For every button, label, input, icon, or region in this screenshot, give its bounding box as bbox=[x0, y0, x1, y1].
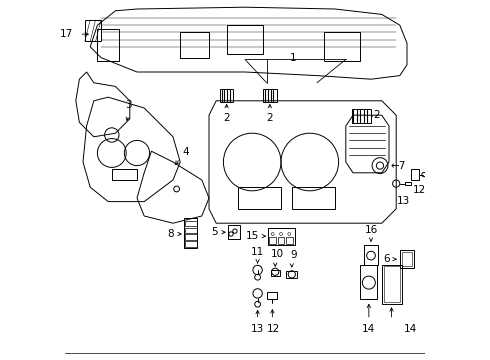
Bar bbox=[185, 234, 197, 240]
Text: 11: 11 bbox=[251, 247, 264, 257]
Text: 13: 13 bbox=[251, 324, 264, 334]
Text: 2: 2 bbox=[267, 113, 273, 123]
Bar bbox=[360, 265, 377, 299]
Text: 4: 4 bbox=[182, 147, 189, 157]
Bar bbox=[324, 32, 360, 61]
Text: 1: 1 bbox=[290, 53, 297, 63]
Bar bbox=[98, 29, 119, 61]
Bar bbox=[238, 187, 281, 209]
Bar bbox=[227, 25, 263, 54]
Bar bbox=[270, 237, 276, 244]
Bar bbox=[292, 187, 335, 209]
Bar bbox=[263, 89, 277, 102]
Text: 12: 12 bbox=[413, 185, 426, 195]
Text: 10: 10 bbox=[271, 249, 284, 259]
Text: 5: 5 bbox=[211, 227, 218, 237]
Bar bbox=[364, 245, 378, 265]
Bar bbox=[411, 169, 418, 180]
Bar bbox=[185, 221, 197, 226]
Bar bbox=[400, 250, 414, 268]
Text: 8: 8 bbox=[167, 229, 174, 239]
Bar bbox=[185, 228, 197, 233]
Bar bbox=[278, 237, 284, 244]
Bar bbox=[268, 292, 277, 299]
Bar bbox=[85, 20, 101, 41]
Bar bbox=[286, 271, 297, 278]
Text: 6: 6 bbox=[384, 254, 390, 264]
Bar bbox=[402, 252, 413, 266]
Bar bbox=[269, 228, 295, 245]
Bar bbox=[180, 32, 209, 58]
Text: 13: 13 bbox=[397, 196, 410, 206]
Text: 2: 2 bbox=[223, 113, 230, 123]
Bar bbox=[271, 270, 280, 276]
Bar bbox=[384, 266, 400, 302]
Text: 17: 17 bbox=[60, 29, 73, 39]
Bar bbox=[405, 182, 411, 185]
Text: 15: 15 bbox=[245, 231, 259, 241]
Text: 14: 14 bbox=[362, 324, 375, 334]
Bar bbox=[382, 265, 402, 304]
Bar bbox=[184, 218, 197, 248]
Bar bbox=[352, 109, 371, 123]
Text: 12: 12 bbox=[267, 324, 280, 334]
Bar bbox=[286, 237, 293, 244]
Text: 2: 2 bbox=[373, 110, 379, 120]
Bar bbox=[185, 241, 197, 247]
Bar bbox=[220, 89, 233, 102]
Bar bbox=[112, 169, 137, 180]
Text: 9: 9 bbox=[290, 250, 297, 260]
Text: 14: 14 bbox=[404, 324, 417, 334]
Text: 16: 16 bbox=[365, 225, 378, 235]
Text: ←7: ←7 bbox=[391, 161, 406, 171]
Text: 3: 3 bbox=[124, 100, 131, 110]
Bar bbox=[228, 225, 240, 239]
